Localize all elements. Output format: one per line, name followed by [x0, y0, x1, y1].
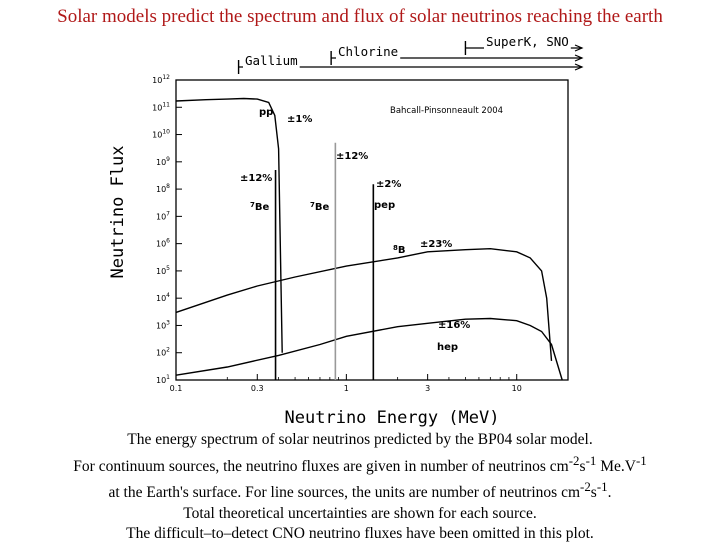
y-tick-label: 1010	[152, 129, 170, 140]
y-tick-label: 102	[156, 347, 170, 358]
uncertainty-label-hep: ±16%	[438, 320, 470, 331]
line-label-pep: pep	[374, 200, 395, 211]
y-tick-label: 108	[156, 183, 170, 194]
y-tick-label: 106	[156, 238, 170, 249]
arrow-right-icon	[574, 44, 584, 52]
x-tick-label: 3	[425, 384, 430, 393]
arrow-right-icon	[574, 63, 584, 71]
slide-title: Solar models predict the spectrum and fl…	[57, 6, 663, 27]
y-tick-label: 101	[156, 374, 170, 385]
y-axis-label: Neutrino Flux	[108, 145, 128, 278]
line-label-7be: 7Be	[250, 201, 269, 213]
uncertainty-label-pp: ±1%	[287, 114, 312, 125]
y-tick-label: 104	[156, 292, 170, 303]
uncertainty-label-7be: ±12%	[240, 173, 272, 184]
arrow-right-icon	[574, 54, 584, 62]
detector-label-gallium: Gallium	[245, 53, 298, 68]
caption-line-4: Total theoretical uncertainties are show…	[183, 504, 537, 522]
x-tick-label: 0.3	[251, 384, 264, 393]
uncertainty-label-8b: ±23%	[420, 239, 452, 250]
detector-label-superk: SuperK, SNO	[486, 34, 569, 49]
series-label-pp: pp	[259, 107, 273, 118]
x-axis-label: Neutrino Energy (MeV)	[285, 408, 500, 428]
series-line-pp	[175, 97, 283, 353]
y-tick-label: 1012	[152, 74, 170, 85]
series-label-hep: hep	[437, 342, 458, 353]
uncertainty-label-7be: ±12%	[336, 151, 368, 162]
chart-credit: Bahcall-Pinsonneault 2004	[390, 106, 503, 116]
caption-line-2: For continuum sources, the neutrino flux…	[73, 452, 647, 475]
y-tick-label: 105	[156, 265, 170, 276]
x-tick-label: 0.1	[170, 384, 183, 393]
detector-label-chlorine: Chlorine	[338, 44, 398, 59]
line-label-7be: 7Be	[310, 201, 329, 213]
figure-caption: The energy spectrum of solar neutrinos p…	[0, 430, 720, 545]
series-label-8b: 8B	[393, 244, 406, 256]
caption-line-5: The difficult–to–detect CNO neutrino flu…	[126, 525, 594, 543]
y-tick-label: 109	[156, 156, 170, 167]
y-tick-label: 103	[156, 319, 170, 330]
plot-frame	[175, 79, 569, 381]
series-line-8b	[175, 247, 553, 361]
uncertainty-label-pep: ±2%	[376, 179, 401, 190]
detector-label-background	[243, 53, 300, 68]
y-tick-label: 107	[156, 210, 170, 221]
detector-label-background	[336, 44, 401, 59]
detector-label-background	[484, 34, 571, 49]
caption-line-3: at the Earth's surface. For line sources…	[108, 479, 612, 502]
x-tick-label: 10	[512, 384, 522, 393]
x-tick-label: 1	[344, 384, 349, 393]
y-tick-label: 1011	[152, 101, 170, 112]
series-line-hep	[175, 317, 563, 381]
caption-line-1: The energy spectrum of solar neutrinos p…	[127, 431, 593, 448]
